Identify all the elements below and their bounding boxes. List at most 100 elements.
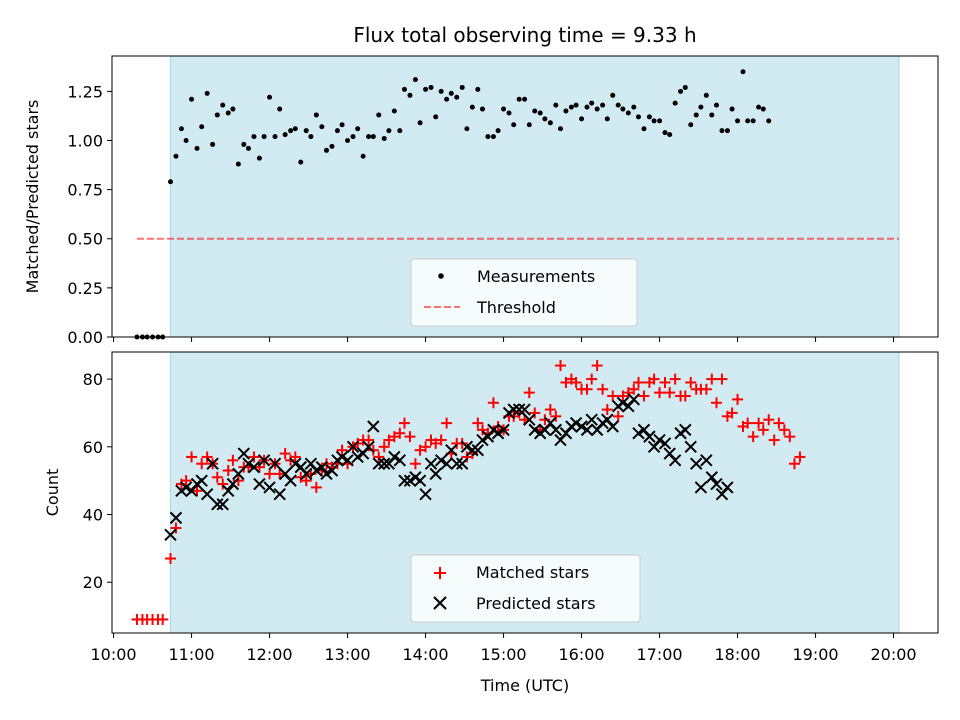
predicted-star-point [195,474,208,487]
measurement-point [438,88,444,94]
matched-star-point [487,397,499,409]
predicted-star-point [257,454,271,467]
matched-star-point [597,383,609,395]
predicted-star-point [226,477,240,491]
matched-star-point [201,451,213,463]
predicted-star-point [434,454,448,467]
measurement-point [594,106,600,112]
matched-star-point [211,471,223,483]
measurement-point [688,122,694,128]
predicted-star-point [320,467,333,481]
measurement-point [511,122,517,128]
predicted-star-point [247,460,261,474]
x-tick-label: 11:00 [169,645,215,664]
matched-star-point [441,417,453,429]
matched-star-point [628,383,640,395]
matched-star-point [253,461,265,473]
measurement-point [199,124,205,130]
measurement-point [459,84,465,90]
predicted-star-point [721,481,734,494]
predicted-star-point [242,457,255,470]
predicted-star-point [268,457,282,470]
y-axis-label-bottom: Count [43,469,62,517]
measurement-point [672,100,678,106]
matched-star-point [607,390,619,402]
matched-star-point [420,441,432,453]
measurement-points [134,69,772,340]
predicted-star-point [424,457,438,470]
matched-star-point [757,424,769,436]
matched-star-point [685,376,697,388]
measurement-point [745,118,751,124]
predicted-star-point [413,474,427,487]
measurement-point [225,110,231,116]
measurement-point [401,86,407,92]
matched-star-point [164,553,176,565]
matched-star-point [570,376,582,388]
predicted-star-point [445,443,458,457]
matched-star-point [763,414,775,426]
x-tick-label: 20:00 [870,645,916,664]
matched-star-point [435,434,447,446]
predicted-star-points [164,393,734,542]
y-ticks-top: 0.00 0.25 0.50 0.75 1.00 1.25 [67,82,112,347]
matched-star-point [227,454,239,466]
predicted-star-point [179,481,193,494]
x-ticks-top [113,337,895,342]
predicted-star-point [643,430,656,443]
measurement-point [428,84,434,90]
predicted-star-point [476,433,489,447]
matched-star-point [398,417,410,429]
predicted-star-point [335,450,349,464]
measurement-point [547,120,553,126]
predicted-star-point [253,477,266,491]
y-tick-label: 0.75 [67,181,103,200]
matched-star-point [669,373,681,385]
measurement-point [625,110,631,116]
measurement-point [417,120,423,126]
y-tick-label: 1.00 [67,131,103,150]
predicted-star-point [211,498,224,511]
measurement-point [194,145,200,151]
predicted-star-point [507,403,520,416]
measurement-point [230,106,236,112]
predicted-star-point [200,487,214,501]
axes-frame-top [111,55,939,338]
measurement-point [766,118,772,124]
measurement-point [475,86,481,92]
predicted-star-point [169,511,183,525]
measurement-point [579,116,585,122]
measurement-point [292,126,298,132]
predicted-star-point [232,467,245,481]
matched-star-point [222,464,234,476]
measurement-point [485,134,491,140]
chart-title: Flux total observing time = 9.33 h [353,23,696,47]
matched-star-point [784,431,796,443]
matched-star-point [217,478,229,490]
measurement-point [464,126,470,132]
measurement-point [532,108,538,114]
matched-star-point [310,481,322,493]
predicted-star-point [393,454,407,467]
predicted-star-point [491,427,505,440]
matched-star-point [659,376,671,388]
measurement-point [563,108,569,114]
matched-star-point [586,373,598,385]
measurement-point [651,118,657,124]
y-tick-label: 20 [83,573,103,592]
predicted-star-point [450,457,463,470]
x-ticks-bottom: 10:00 11:00 12:00 13:00 14:00 15:00 16:00 17:00… [91,633,917,664]
measurement-point [620,106,626,112]
matched-star-points [131,360,806,625]
matched-star-point [373,451,385,463]
measurement-point [557,126,563,132]
matched-star-point [788,458,800,470]
measurement-point [678,88,684,94]
matched-star-point [601,404,613,416]
legend-marker-measurements [438,273,444,279]
predicted-star-point [580,423,594,437]
y-tick-label: 0.50 [67,230,103,249]
measurement-point [245,145,251,151]
measurement-point [313,112,319,118]
